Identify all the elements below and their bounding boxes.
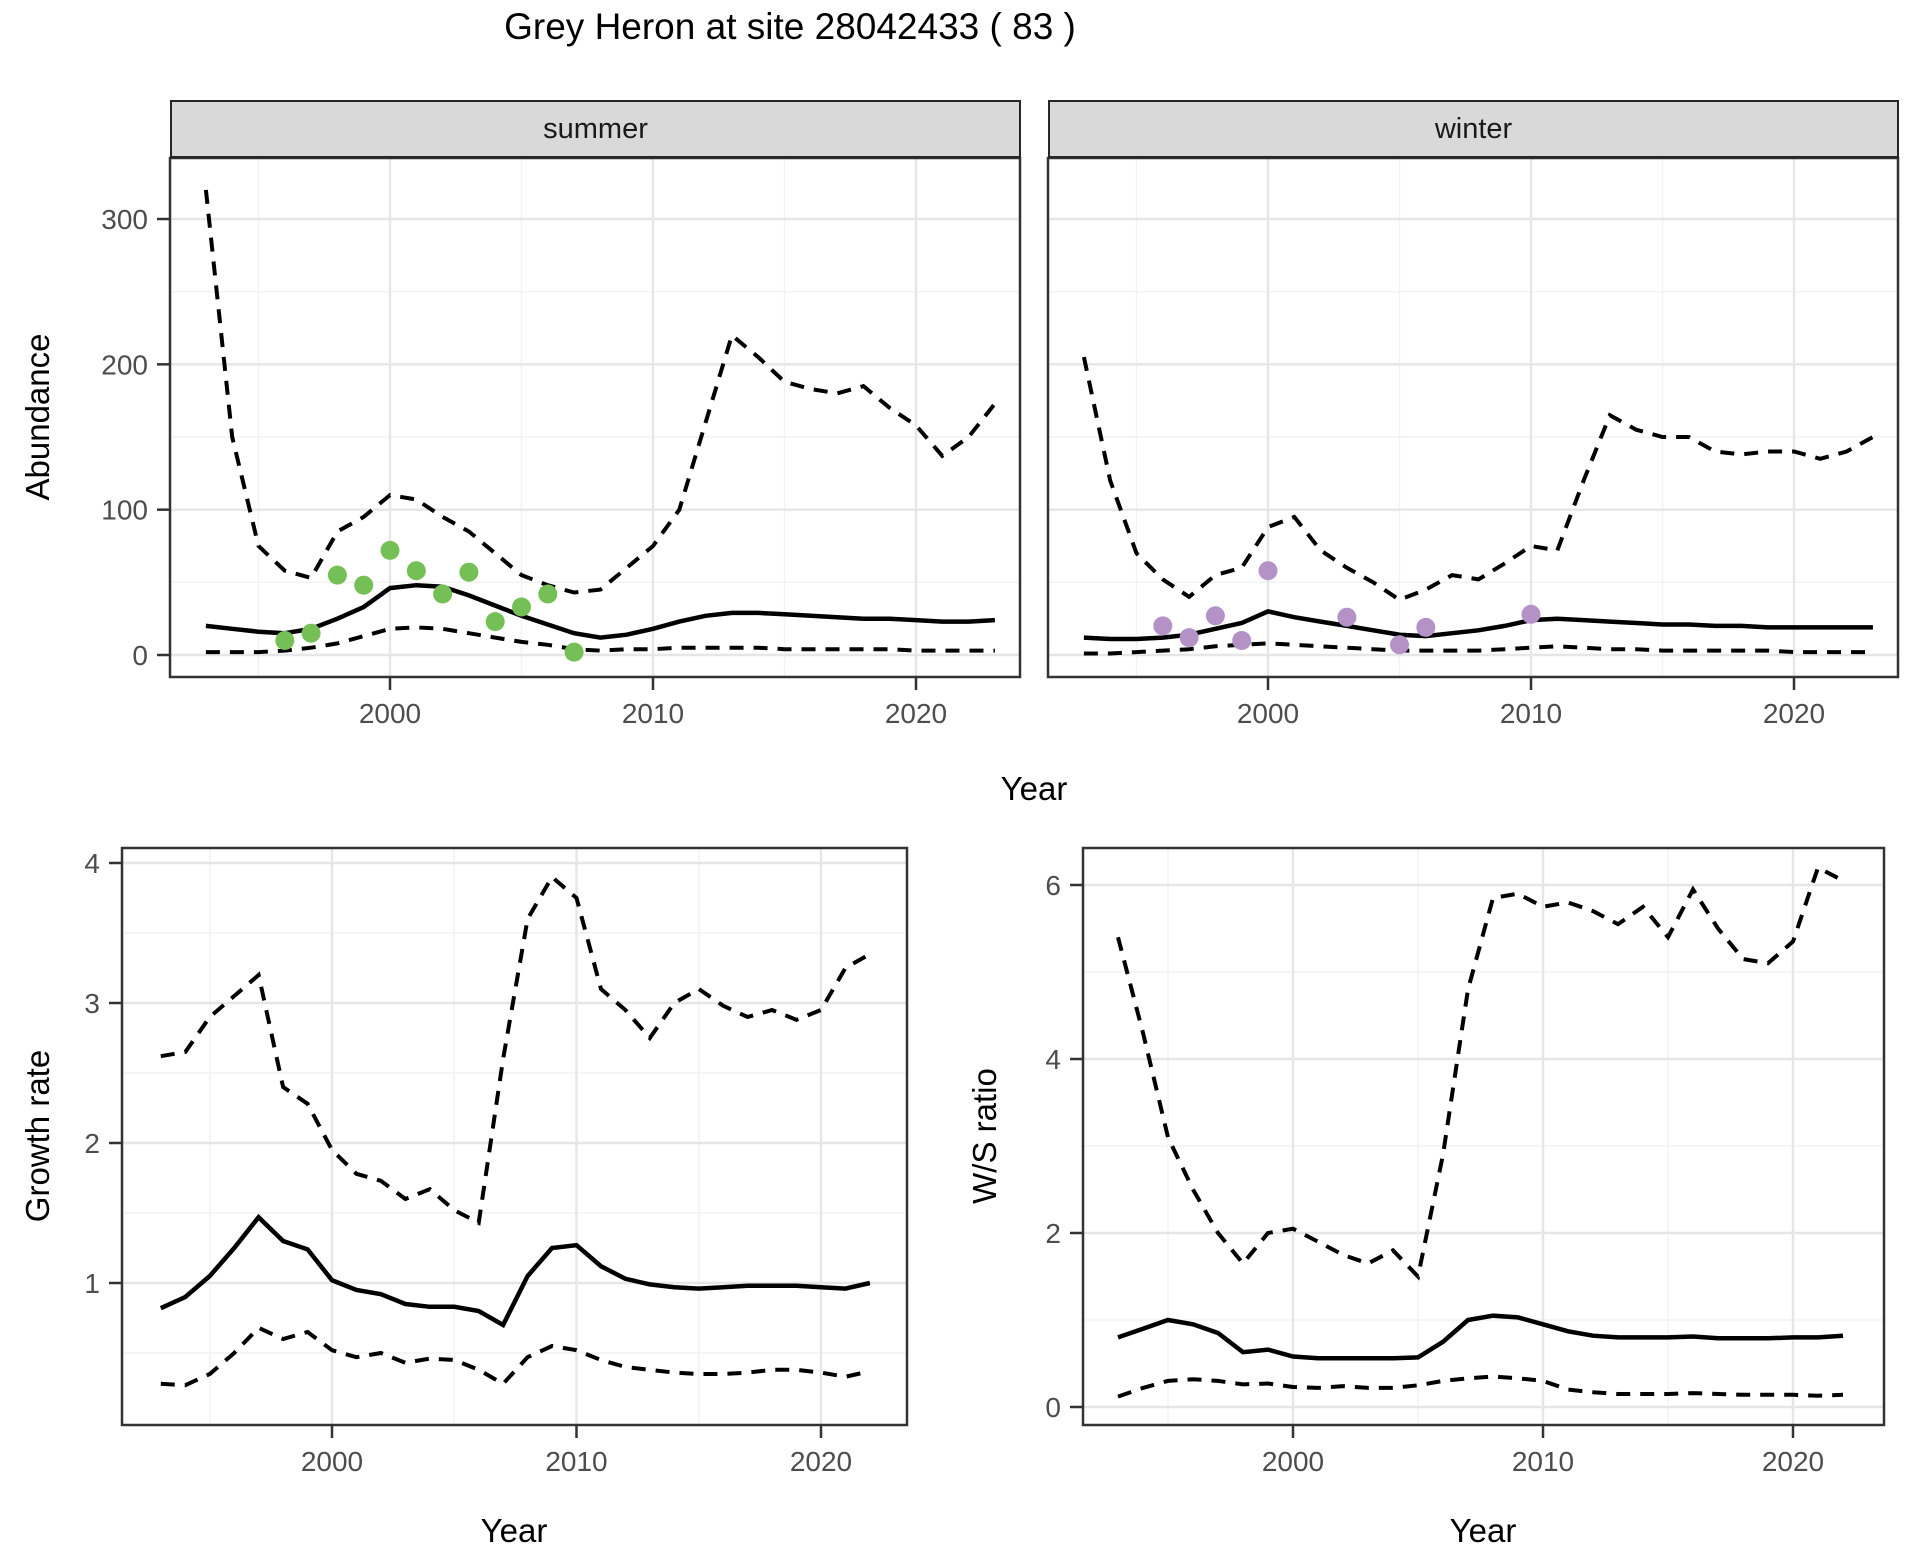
data-point bbox=[1179, 628, 1199, 648]
panel-border bbox=[1046, 156, 1900, 679]
observed-points bbox=[275, 540, 584, 662]
panel-ws-ratio: 2000 2010 2020 0 2 4 6 bbox=[1045, 846, 1886, 1477]
x-tick-label: 2000 bbox=[1262, 1446, 1324, 1477]
ws-ratio-x-axis-title: Year bbox=[1449, 1512, 1517, 1549]
x-tick-label: 2010 bbox=[622, 698, 684, 729]
panel-background bbox=[1048, 158, 1898, 677]
y-tick-label: 3 bbox=[84, 988, 100, 1019]
series-upper_ci bbox=[203, 189, 997, 595]
data-point bbox=[433, 584, 453, 604]
ws-ratio-y-axis-title: W/S ratio bbox=[966, 1068, 1003, 1204]
data-point bbox=[1153, 616, 1173, 636]
series-estimate bbox=[159, 1213, 871, 1329]
data-point bbox=[354, 575, 374, 595]
panel-background bbox=[1083, 848, 1884, 1425]
panel-border bbox=[168, 156, 1022, 679]
data-point bbox=[275, 631, 295, 650]
data-point bbox=[1390, 635, 1409, 655]
series-lower_ci bbox=[205, 625, 995, 655]
data-point bbox=[564, 642, 584, 662]
y-tick-label: 2 bbox=[84, 1128, 100, 1159]
observed-points bbox=[1153, 561, 1541, 655]
data-point bbox=[1205, 606, 1225, 626]
y-tick-label: 4 bbox=[84, 848, 100, 879]
data-point bbox=[406, 561, 426, 581]
x-tick-label: 2010 bbox=[545, 1446, 607, 1477]
y-tick-label: 0 bbox=[1045, 1392, 1061, 1423]
data-point bbox=[512, 597, 531, 617]
panel-abundance-summer: 2000 2010 2020 0 100 200 300 bbox=[101, 156, 1022, 729]
y-tick-label: 6 bbox=[1045, 870, 1061, 901]
x-tick-label: 2020 bbox=[885, 698, 947, 729]
data-point bbox=[380, 540, 400, 560]
facet-strip-summer-label: summer bbox=[543, 112, 648, 145]
series-lower_ci bbox=[1117, 1374, 1844, 1399]
series-lower_ci bbox=[1083, 641, 1873, 656]
data-point bbox=[1337, 607, 1357, 627]
data-point bbox=[538, 584, 558, 604]
y-tick-label: 2 bbox=[1045, 1218, 1061, 1249]
data-point bbox=[1521, 604, 1541, 624]
facet-strip-summer: summer bbox=[170, 100, 1021, 158]
data-point bbox=[301, 623, 321, 643]
panel-background bbox=[170, 158, 1020, 677]
facet-strip-winter-label: winter bbox=[1434, 112, 1513, 145]
panel-border bbox=[1081, 846, 1886, 1427]
data-point bbox=[1258, 561, 1278, 581]
x-tick-label: 2010 bbox=[1500, 698, 1562, 729]
figure-title: Grey Heron at site 28042433 ( 83 ) bbox=[504, 6, 1076, 47]
data-point bbox=[327, 565, 347, 585]
x-tick-label: 2000 bbox=[1237, 698, 1299, 729]
series-estimate bbox=[1083, 609, 1873, 642]
panel-background bbox=[122, 848, 907, 1425]
data-point bbox=[1416, 617, 1436, 637]
y-tick-label: 300 bbox=[101, 204, 148, 235]
facet-strip-winter: winter bbox=[1048, 100, 1899, 158]
series-lower_ci bbox=[160, 1325, 871, 1388]
x-tick-label: 2010 bbox=[1512, 1446, 1574, 1477]
y-tick-label: 200 bbox=[101, 349, 148, 380]
x-tick-label: 2000 bbox=[301, 1446, 363, 1477]
y-tick-label: 0 bbox=[132, 640, 148, 671]
abundance-x-axis-title: Year bbox=[1000, 770, 1068, 807]
y-tick-label: 4 bbox=[1045, 1044, 1061, 1075]
y-tick-label: 1 bbox=[84, 1268, 100, 1299]
series-upper_ci bbox=[1081, 356, 1874, 603]
growth-rate-x-axis-title: Year bbox=[480, 1512, 548, 1549]
growth-rate-y-axis-title: Growth rate bbox=[19, 1049, 56, 1223]
series-upper_ci bbox=[1116, 864, 1844, 1281]
series-estimate bbox=[1117, 1313, 1844, 1361]
panel-growth-rate: 2000 2010 2020 1 2 3 4 bbox=[84, 846, 909, 1477]
x-tick-label: 2020 bbox=[790, 1446, 852, 1477]
x-tick-label: 2020 bbox=[1763, 698, 1825, 729]
y-tick-label: 100 bbox=[101, 495, 148, 526]
series-upper_ci bbox=[160, 873, 871, 1226]
data-point bbox=[485, 612, 505, 632]
panel-border bbox=[120, 846, 909, 1427]
x-tick-label: 2020 bbox=[1762, 1446, 1824, 1477]
data-point bbox=[1232, 631, 1252, 650]
series-estimate bbox=[205, 582, 996, 640]
abundance-y-axis-title: Abundance bbox=[19, 333, 56, 501]
x-tick-label: 2000 bbox=[359, 698, 421, 729]
data-point bbox=[459, 562, 479, 582]
panel-abundance-winter: 2000 2010 2020 bbox=[1046, 156, 1900, 729]
